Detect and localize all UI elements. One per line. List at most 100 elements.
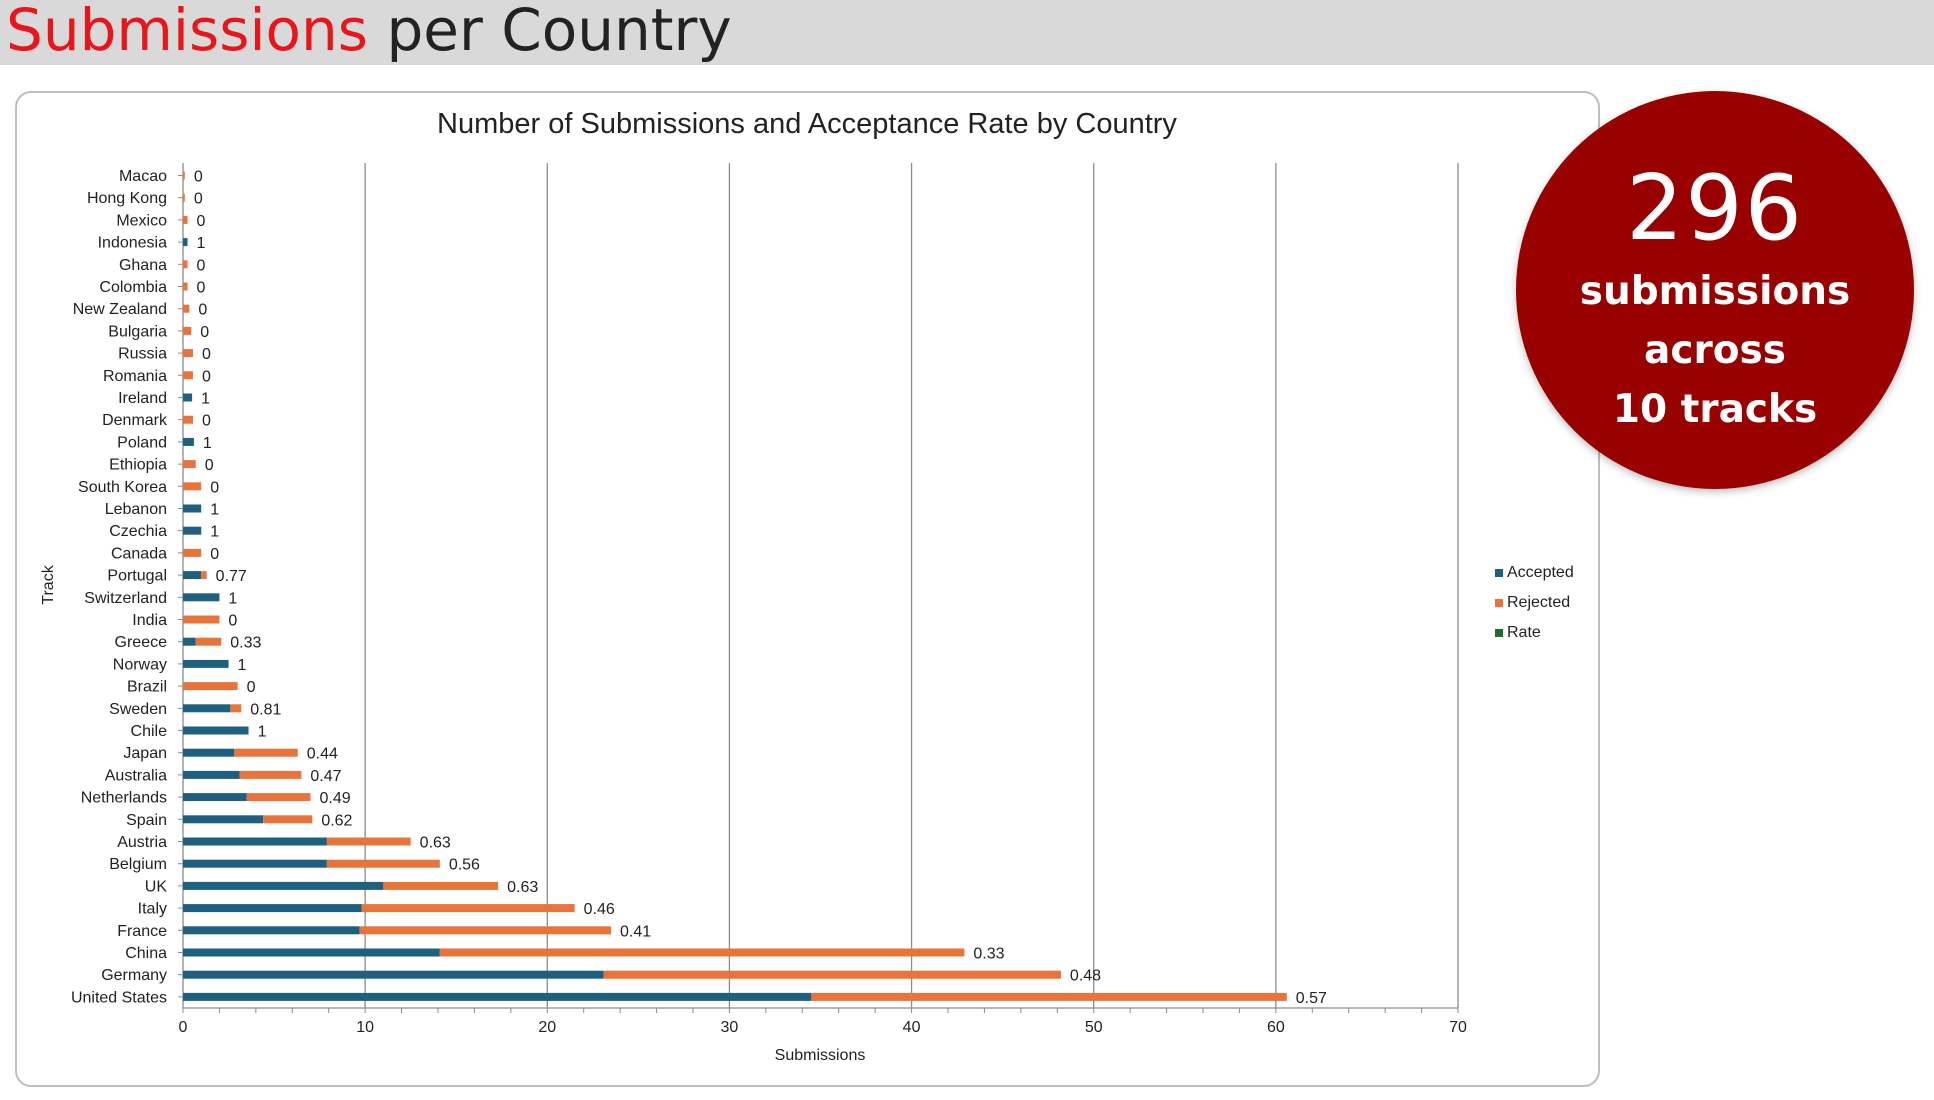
- bar-rejected: [603, 970, 1061, 979]
- bar-rejected: [183, 460, 196, 469]
- y-tick-label: Ghana: [119, 257, 167, 274]
- rate-data-label: 0.77: [216, 568, 247, 585]
- rate-data-label: 1: [197, 235, 206, 252]
- y-tick-label: UK: [145, 878, 168, 895]
- slide-title-highlight: Submissions: [6, 0, 369, 64]
- bar-rejected: [183, 349, 194, 358]
- bar-accepted: [183, 837, 327, 846]
- legend-swatch: [1495, 599, 1503, 607]
- y-tick-label: South Korea: [78, 479, 167, 496]
- bar-accepted: [183, 904, 362, 913]
- x-tick-label: 40: [903, 1019, 921, 1036]
- y-tick-label: Macao: [119, 168, 167, 185]
- y-tick-label: Germany: [101, 967, 167, 984]
- rate-data-label: 0.63: [420, 835, 451, 852]
- y-tick-label: Ireland: [118, 390, 167, 407]
- y-tick-label: France: [117, 923, 167, 940]
- bar-accepted: [183, 526, 202, 535]
- rate-data-label: 0: [194, 191, 203, 208]
- rate-data-label: 0: [202, 368, 211, 385]
- bar-accepted: [183, 770, 240, 779]
- slide-header: Submissions per Country: [0, 0, 1934, 65]
- rate-data-label: 0.56: [449, 857, 480, 874]
- bar-rejected: [234, 748, 298, 757]
- bar-accepted: [183, 593, 220, 602]
- chart-title: Number of Submissions and Acceptance Rat…: [437, 108, 1177, 140]
- rate-data-label: 0.49: [320, 790, 351, 807]
- bar-accepted: [183, 238, 188, 247]
- y-tick-label: Ethiopia: [109, 457, 167, 474]
- y-tick-label: Bulgaria: [108, 323, 167, 340]
- bar-accepted: [183, 726, 249, 735]
- rate-data-label: 0: [198, 302, 207, 319]
- bar-rejected: [201, 571, 207, 580]
- y-axis-label: Track: [40, 564, 57, 604]
- bar-rejected: [195, 637, 222, 646]
- y-tick-label: Belgium: [109, 856, 167, 873]
- y-tick-label: Poland: [117, 434, 167, 451]
- y-tick-label: Italy: [138, 901, 167, 918]
- y-tick-label: Austria: [117, 834, 167, 851]
- x-tick-label: 70: [1449, 1019, 1467, 1036]
- bar-rejected: [326, 837, 411, 846]
- bar-rejected: [359, 926, 612, 935]
- y-tick-label: Lebanon: [105, 501, 167, 518]
- bar-accepted: [183, 881, 384, 890]
- rate-data-label: 0: [228, 613, 237, 630]
- rate-data-label: 1: [228, 590, 237, 607]
- y-tick-label: Colombia: [99, 279, 167, 296]
- bar-rejected: [183, 260, 188, 269]
- bar-rejected: [246, 793, 311, 802]
- rate-data-label: 0: [197, 280, 206, 297]
- bar-rejected: [361, 904, 575, 913]
- bar-accepted: [183, 948, 440, 957]
- bar-rejected: [183, 682, 238, 691]
- bar-rejected: [183, 415, 194, 424]
- y-tick-label: Denmark: [102, 412, 168, 429]
- legend-swatch: [1495, 629, 1503, 637]
- rate-data-label: 0.48: [1070, 968, 1101, 985]
- y-tick-label: Norway: [113, 656, 167, 673]
- badge-line-2: across: [1644, 328, 1786, 373]
- legend-label: Rejected: [1507, 594, 1570, 611]
- bar-rejected: [183, 371, 194, 380]
- y-tick-label: Mexico: [116, 212, 167, 229]
- bar-rejected: [183, 548, 202, 557]
- x-tick-label: 60: [1267, 1019, 1285, 1036]
- bar-rejected: [183, 215, 188, 224]
- x-axis-label: Submissions: [775, 1047, 866, 1064]
- x-tick-label: 10: [356, 1019, 374, 1036]
- bar-accepted: [183, 393, 193, 402]
- rate-data-label: 0.33: [973, 946, 1004, 963]
- y-tick-label: Sweden: [109, 701, 167, 718]
- bar-rejected: [263, 815, 313, 824]
- bar-rejected: [811, 992, 1287, 1001]
- bar-rejected: [183, 282, 188, 291]
- bar-rejected: [383, 881, 499, 890]
- rate-data-label: 0.57: [1296, 990, 1327, 1007]
- y-tick-label: United States: [71, 989, 167, 1006]
- bar-accepted: [183, 637, 196, 646]
- bar-accepted: [183, 926, 360, 935]
- slide-title: Submissions per Country: [6, 0, 732, 66]
- rate-data-label: 0: [210, 479, 219, 496]
- bar-rejected: [439, 948, 965, 957]
- y-tick-label: Czechia: [109, 523, 167, 540]
- y-tick-label: India: [132, 612, 167, 629]
- bar-rejected: [230, 704, 242, 713]
- slide-title-rest: per Country: [368, 0, 732, 64]
- y-tick-label: Canada: [111, 545, 167, 562]
- rate-data-label: 1: [201, 391, 210, 408]
- bar-accepted: [183, 659, 229, 668]
- rate-data-label: 0: [247, 679, 256, 696]
- bar-chart: Number of Submissions and Acceptance Rat…: [40, 108, 1574, 1064]
- y-tick-label: Hong Kong: [87, 190, 167, 207]
- submissions-badge: 296 submissions across 10 tracks: [1516, 91, 1914, 489]
- bar-accepted: [183, 970, 604, 979]
- bar-accepted: [183, 571, 202, 580]
- rate-data-label: 0: [200, 324, 209, 341]
- rate-data-label: 0: [205, 457, 214, 474]
- legend-label: Accepted: [1507, 564, 1574, 581]
- y-tick-label: Netherlands: [81, 790, 167, 807]
- x-tick-label: 50: [1085, 1019, 1103, 1036]
